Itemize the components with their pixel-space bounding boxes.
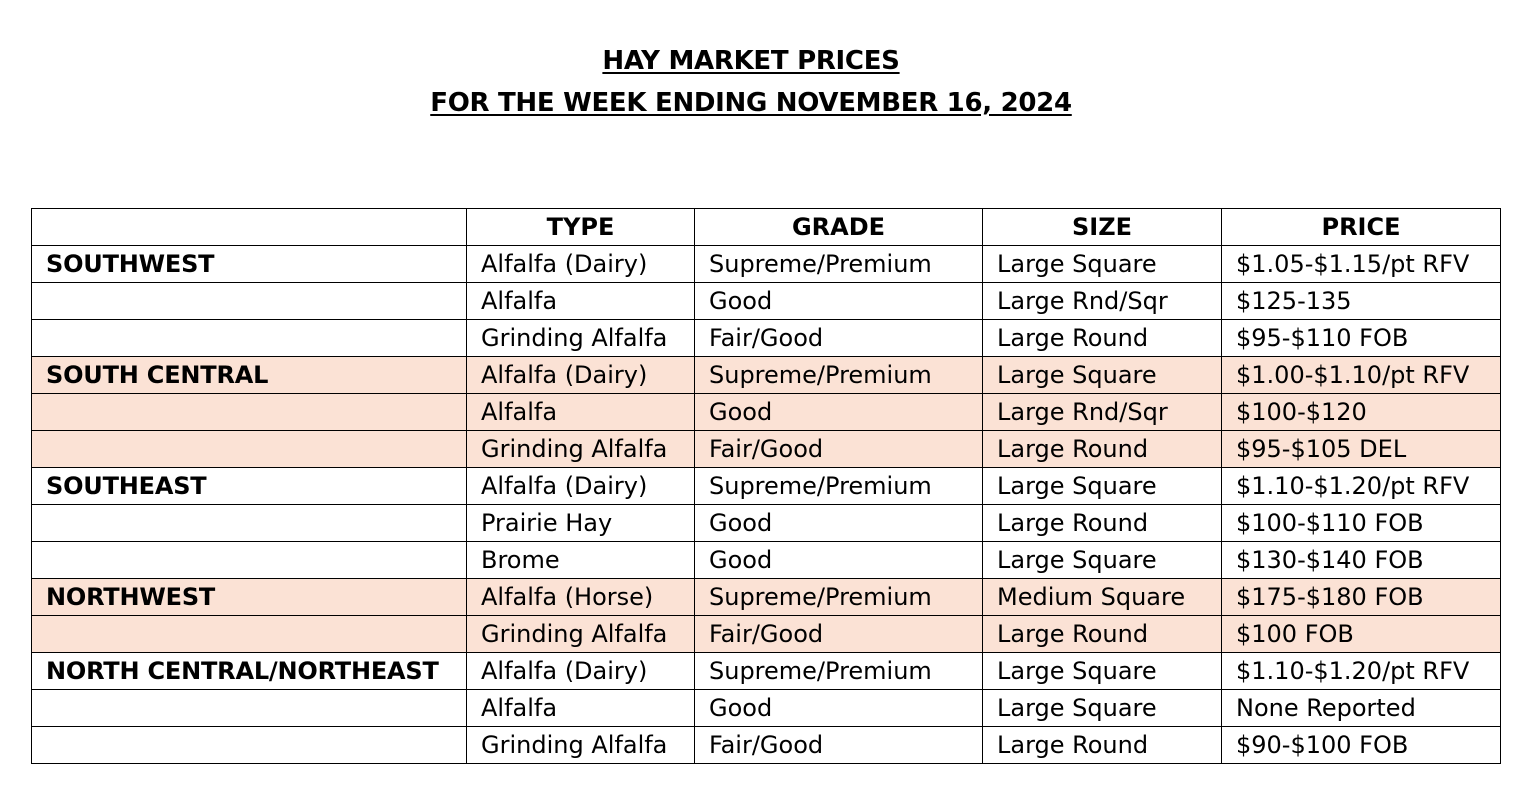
table-row: Alfalfa Good Large Rnd/Sqr $100-$120 xyxy=(31,393,1501,431)
table-row: Grinding Alfalfa Fair/Good Large Round $95-… xyxy=(31,430,1501,468)
header-size: SIZE xyxy=(982,208,1222,246)
cell-region xyxy=(31,282,467,320)
table-row: Grinding Alfalfa Fair/Good Large Round $100… xyxy=(31,615,1501,653)
table-row: Grinding Alfalfa Fair/Good Large Round $95-… xyxy=(31,319,1501,357)
cell-type: Alfalfa (Dairy) xyxy=(466,356,695,394)
cell-grade: Supreme/Premium xyxy=(694,245,983,283)
cell-price: $95-$110 FOB xyxy=(1221,319,1501,357)
cell-price: $125-135 xyxy=(1221,282,1501,320)
cell-size: Large Round xyxy=(982,319,1222,357)
cell-grade: Fair/Good xyxy=(694,319,983,357)
cell-price: $90-$100 FOB xyxy=(1221,726,1501,764)
cell-region xyxy=(31,615,467,653)
cell-size: Large Round xyxy=(982,726,1222,764)
cell-price: $1.10-$1.20/pt RFV xyxy=(1221,467,1501,505)
cell-price: $130-$140 FOB xyxy=(1221,541,1501,579)
table-row: Alfalfa Good Large Square None Reported xyxy=(31,689,1501,727)
cell-type: Alfalfa (Dairy) xyxy=(466,467,695,505)
title-line-1: HAY MARKET PRICES xyxy=(602,46,900,76)
table-row: SOUTHEAST Alfalfa (Dairy) Supreme/Premium L… xyxy=(31,467,1501,505)
document-title: HAY MARKET PRICES FOR THE WEEK ENDING NO… xyxy=(0,40,1502,124)
cell-region xyxy=(31,726,467,764)
cell-type: Alfalfa xyxy=(466,393,695,431)
cell-price: $1.00-$1.10/pt RFV xyxy=(1221,356,1501,394)
table-row: Alfalfa Good Large Rnd/Sqr $125-135 xyxy=(31,282,1501,320)
cell-price: $100-$120 xyxy=(1221,393,1501,431)
cell-type: Alfalfa xyxy=(466,689,695,727)
cell-size: Large Round xyxy=(982,504,1222,542)
cell-region xyxy=(31,430,467,468)
cell-size: Large Round xyxy=(982,615,1222,653)
cell-region xyxy=(31,541,467,579)
cell-region: SOUTHEAST xyxy=(31,467,467,505)
cell-grade: Supreme/Premium xyxy=(694,467,983,505)
header-price: PRICE xyxy=(1221,208,1501,246)
cell-size: Large Square xyxy=(982,541,1222,579)
cell-region: SOUTH CENTRAL xyxy=(31,356,467,394)
table-row: NORTHWEST Alfalfa (Horse) Supreme/Premium M… xyxy=(31,578,1501,616)
cell-price: $95-$105 DEL xyxy=(1221,430,1501,468)
table-row: Brome Good Large Square $130-$140 FOB xyxy=(31,541,1501,579)
cell-type: Alfalfa (Horse) xyxy=(466,578,695,616)
cell-price: $100 FOB xyxy=(1221,615,1501,653)
cell-size: Medium Square xyxy=(982,578,1222,616)
cell-size: Large Round xyxy=(982,430,1222,468)
cell-grade: Supreme/Premium xyxy=(694,652,983,690)
cell-type: Alfalfa xyxy=(466,282,695,320)
cell-grade: Supreme/Premium xyxy=(694,578,983,616)
cell-region xyxy=(31,504,467,542)
cell-grade: Good xyxy=(694,504,983,542)
cell-region xyxy=(31,689,467,727)
cell-grade: Fair/Good xyxy=(694,615,983,653)
cell-size: Large Square xyxy=(982,245,1222,283)
cell-size: Large Square xyxy=(982,689,1222,727)
cell-grade: Good xyxy=(694,689,983,727)
hay-price-table: TYPE GRADE SIZE PRICE SOUTHWEST Alfalfa (… xyxy=(31,208,1501,764)
cell-type: Brome xyxy=(466,541,695,579)
header-row: TYPE GRADE SIZE PRICE xyxy=(31,208,1501,246)
table-body: SOUTHWEST Alfalfa (Dairy) Supreme/Premium L… xyxy=(31,245,1501,764)
cell-price: None Reported xyxy=(1221,689,1501,727)
table-row: Grinding Alfalfa Fair/Good Large Round $90-… xyxy=(31,726,1501,764)
cell-grade: Supreme/Premium xyxy=(694,356,983,394)
cell-grade: Fair/Good xyxy=(694,726,983,764)
table-row: SOUTH CENTRAL Alfalfa (Dairy) Supreme/Prem… xyxy=(31,356,1501,394)
cell-region xyxy=(31,319,467,357)
cell-grade: Good xyxy=(694,393,983,431)
cell-region: NORTHWEST xyxy=(31,578,467,616)
header-grade: GRADE xyxy=(694,208,983,246)
table-row: SOUTHWEST Alfalfa (Dairy) Supreme/Premium L… xyxy=(31,245,1501,283)
cell-price: $175-$180 FOB xyxy=(1221,578,1501,616)
cell-type: Grinding Alfalfa xyxy=(466,430,695,468)
cell-price: $1.05-$1.15/pt RFV xyxy=(1221,245,1501,283)
cell-size: Large Square xyxy=(982,652,1222,690)
table-row: NORTH CENTRAL/NORTHEAST Alfalfa (Dairy) Su… xyxy=(31,652,1501,690)
header-type: TYPE xyxy=(466,208,695,246)
table-row: Prairie Hay Good Large Round $100-$110 FOB xyxy=(31,504,1501,542)
cell-size: Large Rnd/Sqr xyxy=(982,393,1222,431)
cell-type: Grinding Alfalfa xyxy=(466,726,695,764)
cell-grade: Fair/Good xyxy=(694,430,983,468)
cell-price: $100-$110 FOB xyxy=(1221,504,1501,542)
cell-price: $1.10-$1.20/pt RFV xyxy=(1221,652,1501,690)
cell-grade: Good xyxy=(694,282,983,320)
cell-grade: Good xyxy=(694,541,983,579)
cell-size: Large Square xyxy=(982,356,1222,394)
cell-type: Alfalfa (Dairy) xyxy=(466,652,695,690)
title-line-2: FOR THE WEEK ENDING NOVEMBER 16, 2024 xyxy=(430,88,1072,118)
cell-type: Alfalfa (Dairy) xyxy=(466,245,695,283)
cell-region: NORTH CENTRAL/NORTHEAST xyxy=(31,652,467,690)
header-region xyxy=(31,208,467,246)
cell-size: Large Square xyxy=(982,467,1222,505)
cell-size: Large Rnd/Sqr xyxy=(982,282,1222,320)
cell-region xyxy=(31,393,467,431)
cell-region: SOUTHWEST xyxy=(31,245,467,283)
cell-type: Grinding Alfalfa xyxy=(466,319,695,357)
cell-type: Prairie Hay xyxy=(466,504,695,542)
cell-type: Grinding Alfalfa xyxy=(466,615,695,653)
